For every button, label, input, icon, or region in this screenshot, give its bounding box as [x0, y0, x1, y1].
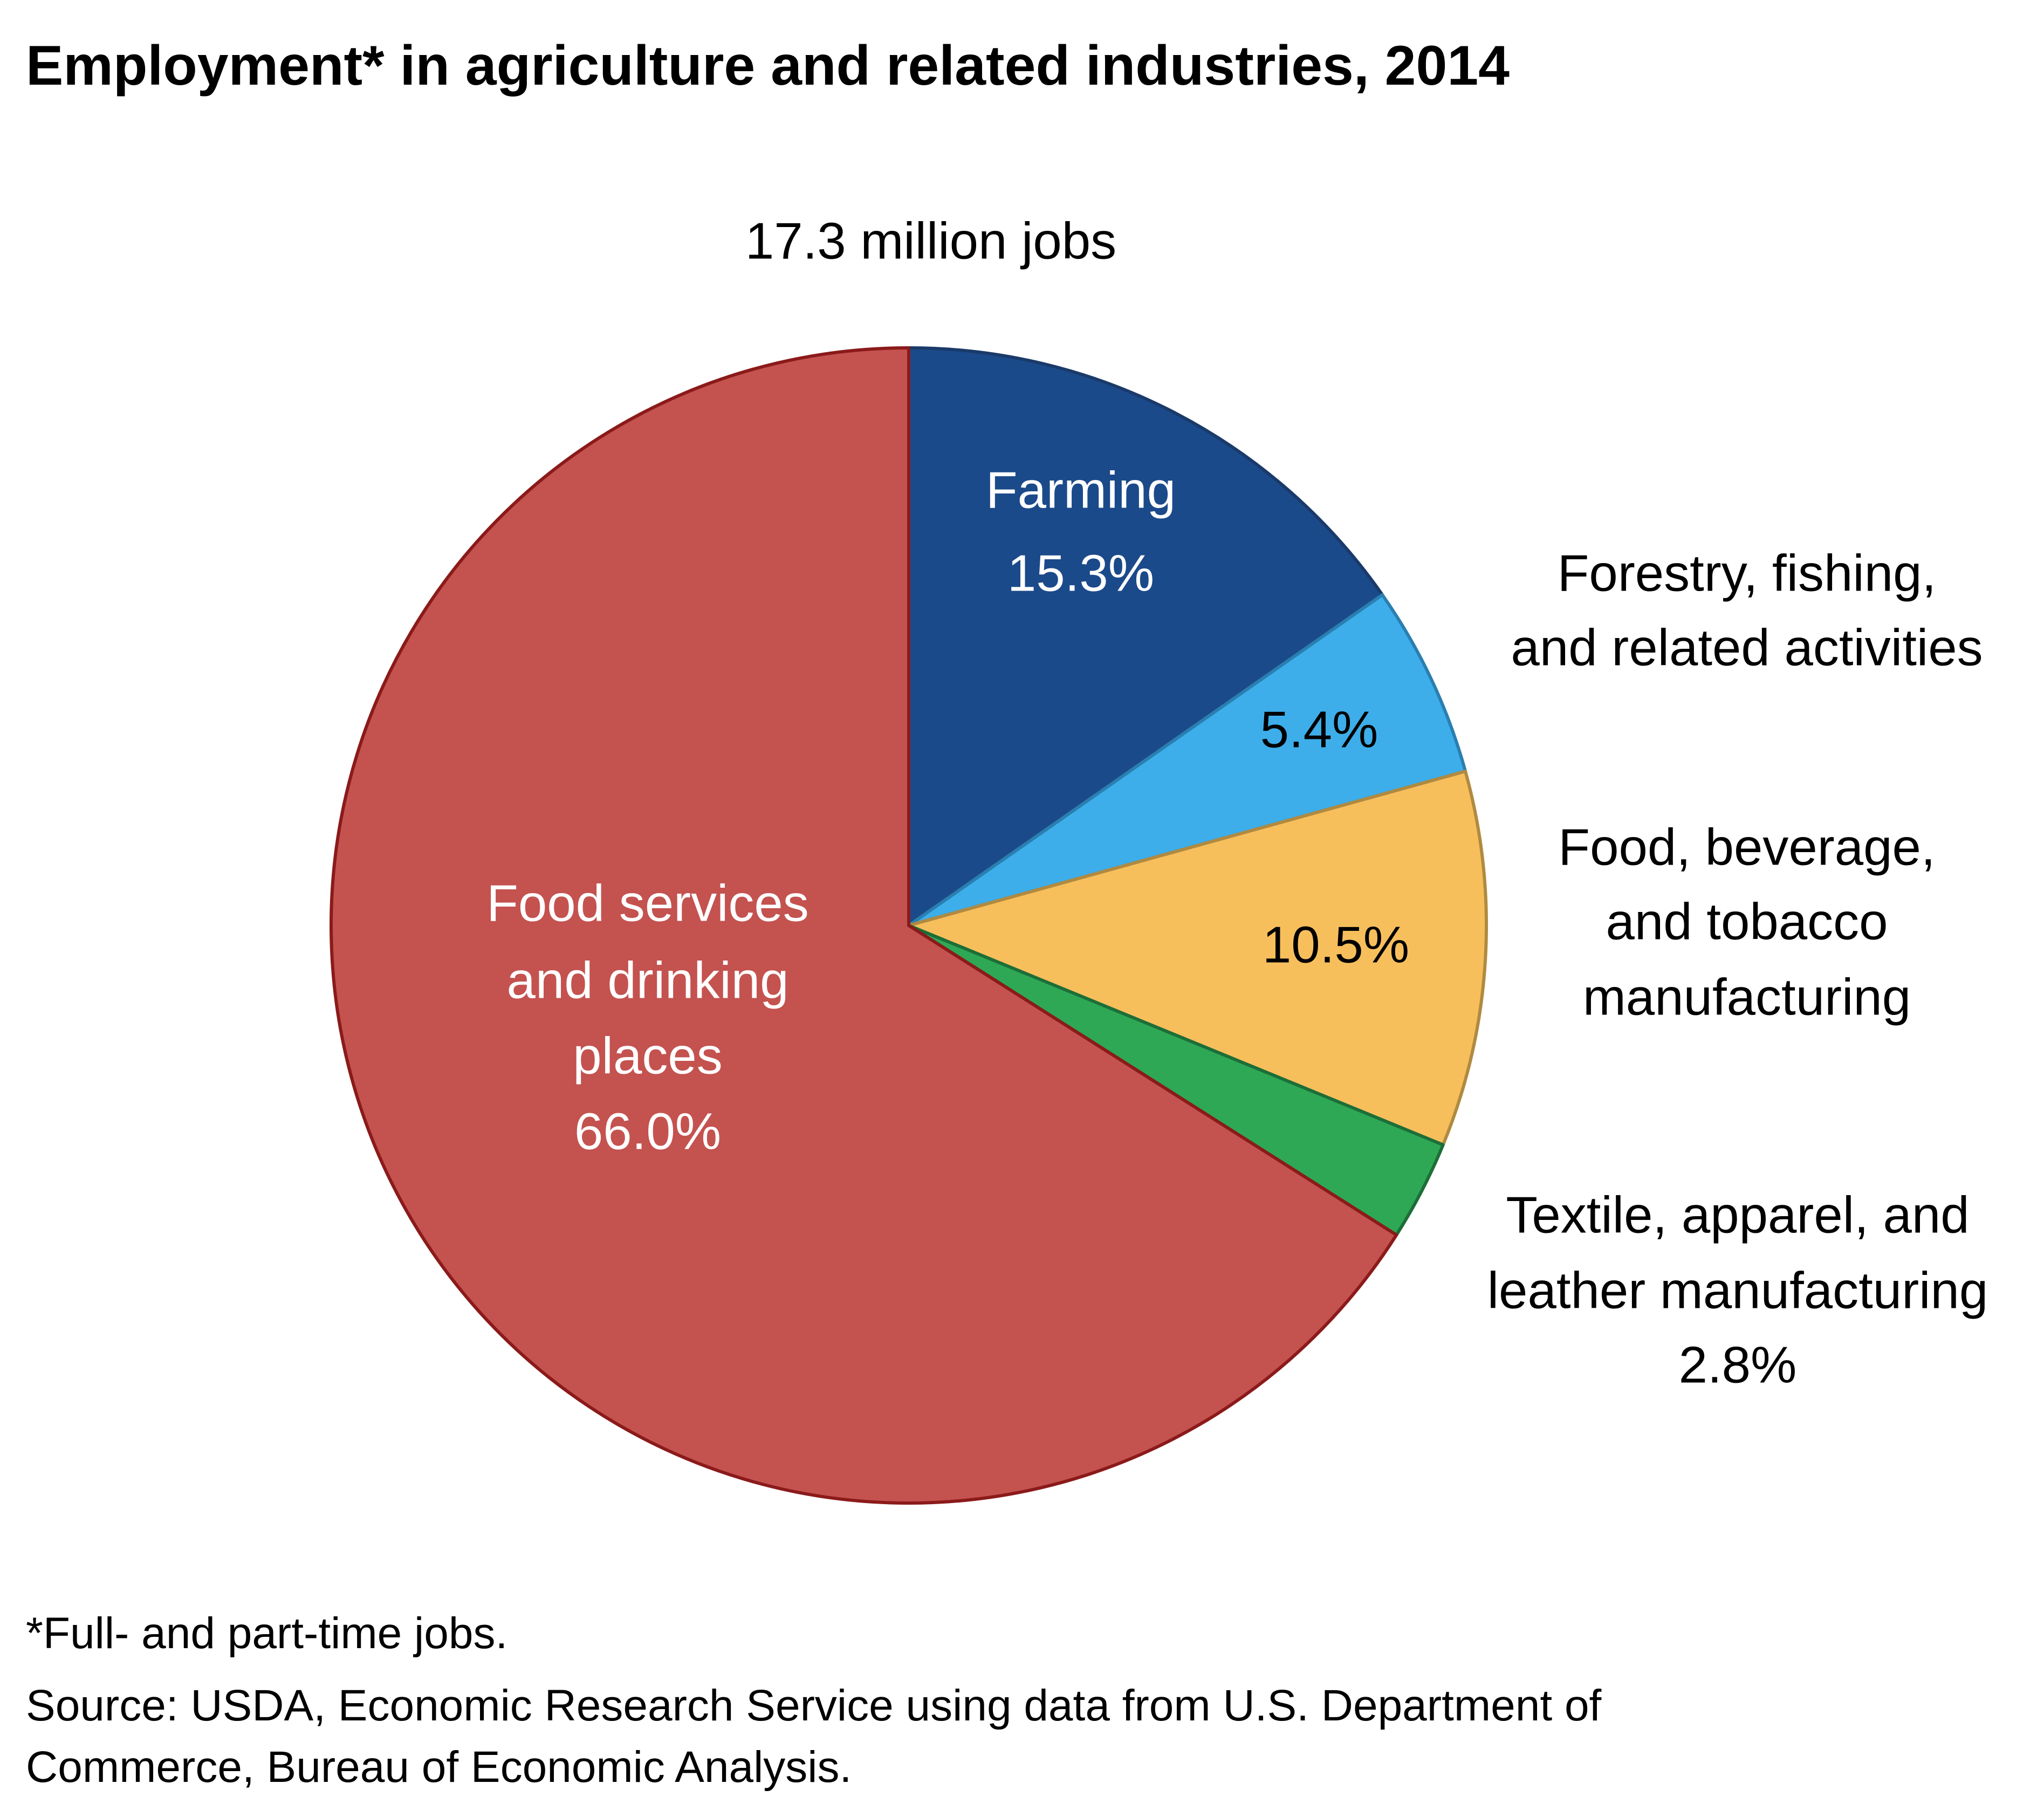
pie-slices [330, 346, 1488, 1505]
slice-value-textile: 2.8% [1679, 1336, 1797, 1394]
slice-value-farming: 15.3% [1007, 545, 1154, 602]
slice-label-food-services: places [573, 1027, 723, 1085]
slice-value-food-services: 66.0% [574, 1103, 721, 1161]
slice-label-forestry: and related activities [1511, 619, 1983, 677]
slice-label-food-manufacturing: Food, beverage, [1558, 819, 1935, 876]
chart-subtitle: 17.3 million jobs [745, 212, 1116, 270]
footnote: *Full- and part-time jobs. [26, 1609, 507, 1658]
pie-slice-forestry-fishing [907, 593, 1467, 927]
slice-label-farming: Farming [986, 462, 1176, 519]
slice-label-textile: leather manufacturing [1487, 1262, 1988, 1320]
pie-slice-food-services [330, 346, 1398, 1505]
source-note: Commerce, Bureau of Economic Analysis. [26, 1743, 852, 1792]
pie-slice-food-beverage [907, 770, 1488, 1147]
chart-title: Employment* in agriculture and related i… [26, 35, 1510, 97]
slice-label-food-services: Food services [486, 875, 809, 932]
source-note: Source: USDA, Economic Research Service … [26, 1681, 1602, 1730]
slice-label-food-manufacturing: and tobacco [1606, 893, 1888, 951]
slice-value-food-manufacturing: 10.5% [1263, 916, 1409, 974]
slice-label-food-services: and drinking [506, 952, 788, 1010]
slice-label-food-manufacturing: manufacturing [1583, 969, 1911, 1026]
slice-label-textile: Textile, apparel, and [1506, 1186, 1969, 1244]
slice-label-forestry: Forestry, fishing, [1558, 545, 1936, 602]
slice-value-forestry: 5.4% [1260, 701, 1378, 759]
pie-slice-farming [907, 346, 1384, 927]
